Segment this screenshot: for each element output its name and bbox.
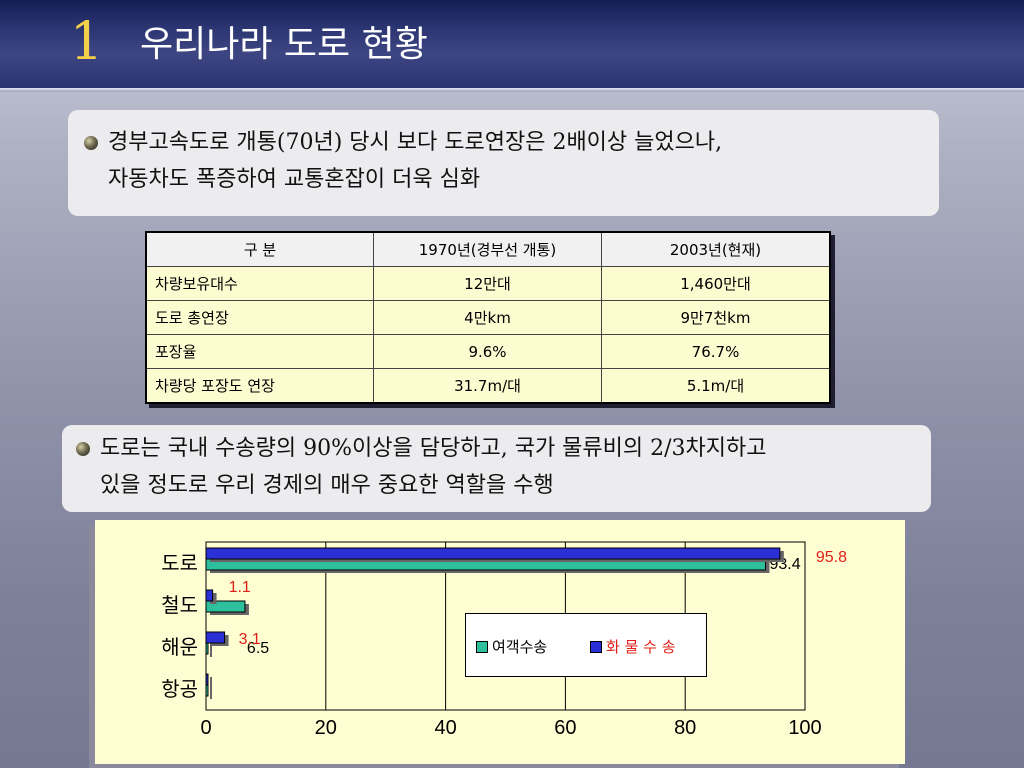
transport-share-chart: 0 20 40 60 80 100 도로 93.4 95.8 철도 6.5 1.1 해운 3.1 항공 여객… (95, 520, 905, 764)
slide-number: 1 (70, 12, 104, 72)
category-label: 항공 (161, 677, 198, 701)
point1-line1: 경부고속도로 개통(70년) 당시 보다 도로연장은 2배이상 늘었으나, (108, 130, 723, 155)
bar (205, 684, 209, 697)
legend-item-freight: 화 물 수 송 (590, 636, 676, 657)
title-bar: 1 우리나라 도로 현황 (0, 0, 1024, 92)
bar-shadow (210, 646, 212, 657)
data-label: 3.1 (239, 631, 261, 648)
point2-line2: 있을 정도로 우리 경제의 매우 중요한 역할을 수행 (100, 473, 554, 498)
bar (205, 600, 246, 613)
legend-swatch-passenger (476, 641, 488, 653)
bar-shadow (210, 593, 217, 604)
plot-frame (205, 541, 806, 711)
data-label: 6.5 (247, 640, 269, 657)
cell-1970: 12만대 (373, 266, 602, 301)
data-label: 1.1 (229, 579, 251, 596)
row-label: 차량보유대수 (145, 266, 374, 301)
row-label: 차량당 포장도 연장 (145, 368, 374, 404)
table-row: 차량보유대수 12만대 1,460만대 (145, 266, 831, 301)
cell-1970: 9.6% (373, 334, 602, 369)
sphere-bullet-icon (84, 136, 98, 150)
x-tick-label: 40 (434, 717, 456, 739)
row-label: 포장율 (145, 334, 374, 369)
category-label: 철도 (161, 593, 198, 617)
bar (205, 589, 214, 602)
cell-1970: 31.7m/대 (373, 368, 602, 404)
bar (205, 642, 209, 655)
category-label: 해운 (161, 635, 198, 659)
point1-line2: 자동차도 폭증하여 교통혼잡이 더욱 심화 (108, 167, 481, 192)
table-row: 차량당 포장도 연장 31.7m/대 5.1m/대 (145, 368, 831, 404)
x-tick-label: 60 (554, 717, 576, 739)
bar-shadow (210, 677, 212, 688)
x-tick-label: 20 (315, 717, 337, 739)
bar-shadow (210, 688, 212, 699)
cell-2003: 76.7% (601, 334, 831, 369)
legend-label-freight: 화 물 수 송 (606, 638, 676, 656)
legend-swatch-freight (590, 641, 602, 653)
table-row: 도로 총연장 4만km 9만7천km (145, 300, 831, 335)
x-tick-label: 100 (788, 717, 821, 739)
legend-item-passenger: 여객수송 (476, 636, 547, 657)
x-tick-label: 80 (674, 717, 696, 739)
category-label: 도로 (161, 551, 198, 575)
legend-label-passenger: 여객수송 (492, 638, 548, 656)
point-box-road-length: 경부고속도로 개통(70년) 당시 보다 도로연장은 2배이상 늘었으나, 자동… (68, 110, 939, 216)
data-label: 95.8 (816, 549, 847, 566)
point2-line1: 도로는 국내 수송량의 90%이상을 담당하고, 국가 물류비의 2/3차지하고 (100, 436, 767, 461)
cell-2003: 9만7천km (601, 300, 831, 335)
point-box-road-importance: 도로는 국내 수송량의 90%이상을 담당하고, 국가 물류비의 2/3차지하고… (62, 425, 931, 512)
chart-legend: 여객수송 화 물 수 송 (465, 613, 707, 677)
cell-1970: 4만km (373, 300, 602, 335)
table-header-row: 구 분 1970년(경부선 개통) 2003년(현재) (145, 231, 831, 267)
sphere-bullet-icon (76, 442, 90, 456)
slide-title: 우리나라 도로 현황 (140, 24, 428, 65)
bar (205, 673, 209, 686)
header-category: 구 분 (145, 231, 374, 267)
x-tick-label: 0 (200, 717, 211, 739)
header-1970: 1970년(경부선 개통) (373, 231, 602, 267)
bar (205, 547, 781, 560)
header-2003: 2003년(현재) (601, 231, 831, 267)
cell-2003: 1,460만대 (601, 266, 831, 301)
row-label: 도로 총연장 (145, 300, 374, 335)
bar (205, 631, 226, 644)
table-row: 포장율 9.6% 76.7% (145, 334, 831, 369)
cell-2003: 5.1m/대 (601, 368, 831, 404)
road-comparison-table: 구 분 1970년(경부선 개통) 2003년(현재) 차량보유대수 12만대 … (145, 231, 831, 404)
